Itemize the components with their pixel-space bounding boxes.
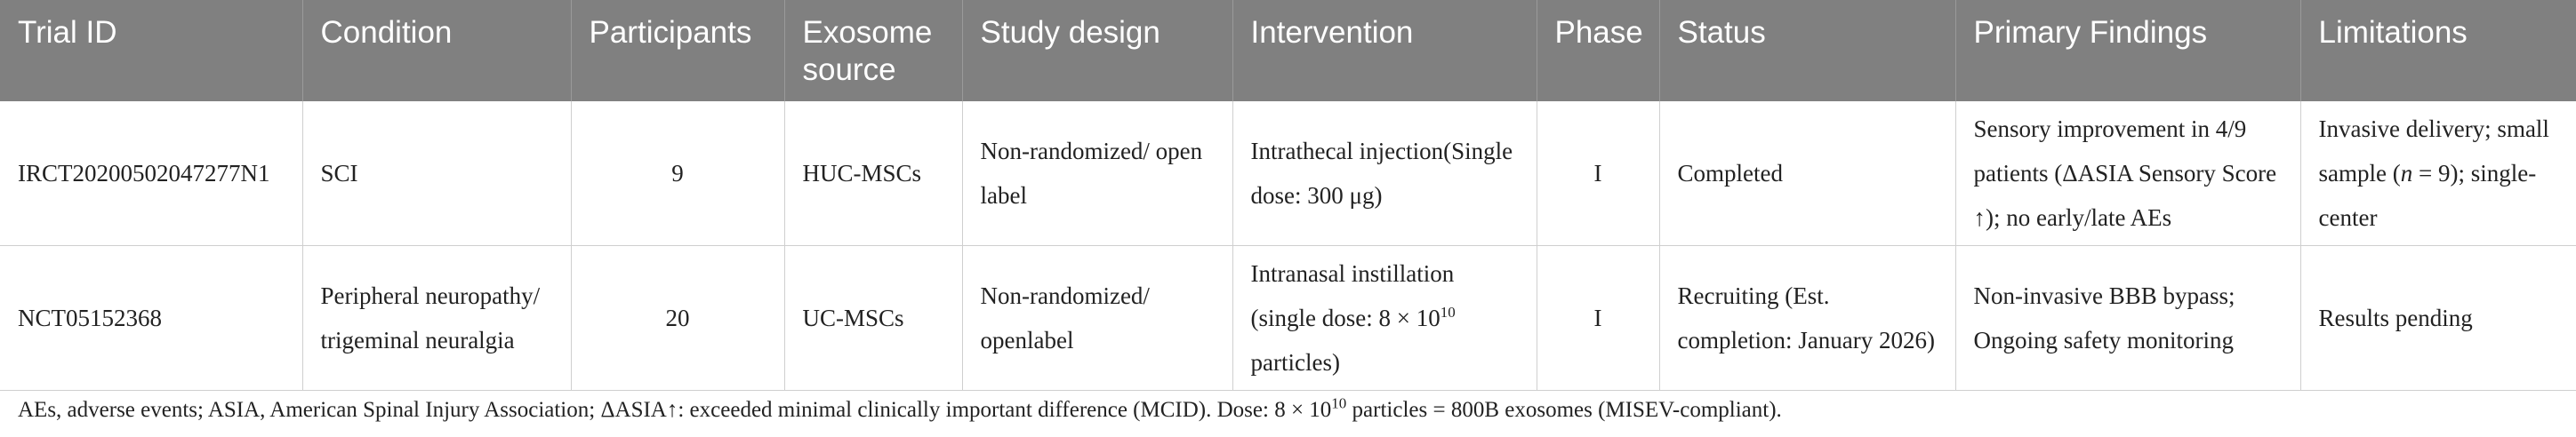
header-status: Status <box>1659 0 1956 101</box>
limitations-n-italic: n <box>2400 160 2413 187</box>
cell-primary-findings: Non-invasive BBB bypass; Ongoing safety … <box>1955 245 2301 391</box>
cell-condition: Peripheral neuropathy/ trigeminal neural… <box>302 245 572 391</box>
header-phase: Phase <box>1537 0 1660 101</box>
cell-limitations: Invasive delivery; small sample (n = 9);… <box>2300 101 2576 246</box>
header-condition: Condition <box>302 0 572 101</box>
footnote-exponent: 10 <box>1331 394 1347 412</box>
cell-trial-id: IRCT20200502047277N1 <box>0 101 303 246</box>
cell-participants: 9 <box>571 101 785 246</box>
limitations-text-end: = 9); single-center <box>2318 160 2537 231</box>
cell-trial-id: NCT05152368 <box>0 245 303 391</box>
header-intervention: Intervention <box>1232 0 1537 101</box>
cell-phase: I <box>1537 245 1660 391</box>
intervention-text-end: particles) <box>1250 349 1340 376</box>
cell-status: Recruiting (Est. completion: January 202… <box>1659 245 1956 391</box>
header-trial-id: Trial ID <box>0 0 303 101</box>
header-participants: Participants <box>571 0 785 101</box>
header-exosome-source: Exosome source <box>784 0 963 101</box>
cell-participants: 20 <box>571 245 785 391</box>
trials-table-container: Trial ID Condition Participants Exosome … <box>0 0 2576 391</box>
cell-intervention: Intranasal instillation (single dose: 8 … <box>1232 245 1537 391</box>
cell-exosome-source: UC-MSCs <box>784 245 963 391</box>
table-row: NCT05152368 Peripheral neuropathy/ trige… <box>0 245 2576 391</box>
intervention-exponent: 10 <box>1440 304 1456 321</box>
cell-intervention: Intrathecal injection(Single dose: 300 μ… <box>1232 101 1537 246</box>
cell-exosome-source: HUC-MSCs <box>784 101 963 246</box>
cell-primary-findings: Sensory improvement in 4/9 patients (ΔAS… <box>1955 101 2301 246</box>
footnote-text-end: particles = 800B exosomes (MISEV-complia… <box>1346 398 1782 422</box>
intervention-text-start: Intranasal instillation (single dose: 8 … <box>1250 260 1455 331</box>
clinical-trials-table: Trial ID Condition Participants Exosome … <box>0 0 2576 391</box>
limitations-text-start: Invasive delivery; small sample ( <box>2318 115 2549 187</box>
footnote-text-start: AEs, adverse events; ASIA, American Spin… <box>18 398 1332 422</box>
cell-status: Completed <box>1659 101 1956 246</box>
cell-study-design: Non-randomized/ open label <box>962 101 1233 246</box>
header-limitations: Limitations <box>2300 0 2576 101</box>
cell-study-design: Non-randomized/ openlabel <box>962 245 1233 391</box>
header-row: Trial ID Condition Participants Exosome … <box>0 0 2576 101</box>
table-footnote: AEs, adverse events; ASIA, American Spin… <box>18 394 1782 423</box>
cell-limitations: Results pending <box>2300 245 2576 391</box>
cell-phase: I <box>1537 101 1660 246</box>
header-study-design: Study design <box>962 0 1233 101</box>
table-row: IRCT20200502047277N1 SCI 9 HUC-MSCs Non-… <box>0 101 2576 246</box>
header-primary-findings: Primary Findings <box>1955 0 2301 101</box>
cell-condition: SCI <box>302 101 572 246</box>
